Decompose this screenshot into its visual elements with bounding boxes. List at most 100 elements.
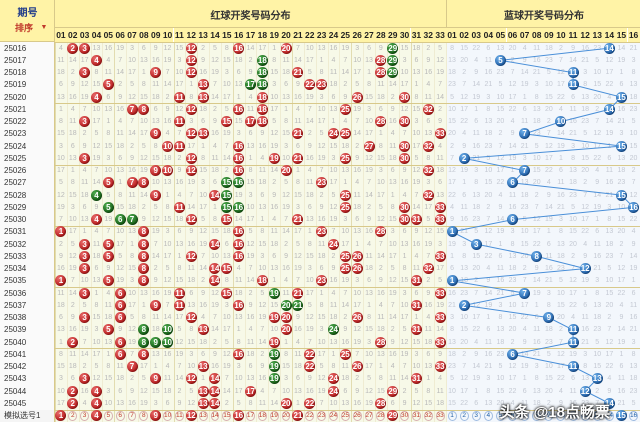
pick-slot[interactable]: 26 — [352, 410, 362, 421]
miss-count: 16 — [163, 118, 172, 126]
miss-count: 2 — [248, 56, 253, 64]
miss-count: 19 — [460, 167, 469, 175]
miss-count: 22 — [629, 216, 638, 224]
red-ball[interactable]: 16 — [233, 410, 245, 422]
pick-slot[interactable]: 13 — [198, 410, 208, 421]
miss-count: 2 — [331, 252, 336, 260]
pick-slot[interactable]: 20 — [281, 410, 291, 421]
miss-count: 8 — [426, 154, 431, 162]
pick-slot[interactable]: 14 — [210, 410, 220, 421]
miss-count: 16 — [581, 326, 590, 334]
sort-dropdown-icon[interactable]: ▼ — [40, 23, 48, 31]
miss-count: 2 — [558, 44, 563, 52]
repeat-red-ball: 29 — [387, 67, 399, 79]
pick-slot[interactable]: 19 — [269, 410, 279, 421]
pick-slot[interactable]: 11 — [568, 410, 578, 421]
pick-slot[interactable]: 5 — [103, 410, 113, 421]
red-ball[interactable]: 21 — [292, 410, 304, 422]
pick-slot[interactable]: 2 — [459, 410, 469, 421]
pick-slot[interactable]: 13 — [592, 410, 602, 421]
miss-count: 14 — [211, 93, 219, 101]
pick-slot[interactable]: 9 — [544, 410, 554, 421]
pick-slot[interactable]: 11 — [175, 410, 184, 421]
pick-slot[interactable]: 18 — [257, 410, 267, 421]
sort-label[interactable]: 排序 — [14, 22, 33, 33]
pick-slot[interactable]: 7 — [127, 410, 137, 421]
pick-slot[interactable]: 16 — [629, 410, 639, 421]
red-ball[interactable]: 9 — [150, 410, 162, 422]
blue-ball: 2 — [458, 299, 470, 311]
miss-count: 3 — [201, 179, 206, 187]
red-ball[interactable]: 29 — [387, 410, 399, 422]
pick-slot[interactable]: 10 — [163, 410, 172, 421]
pick-slot[interactable]: 12 — [580, 410, 590, 421]
pick-slot[interactable]: 28 — [376, 410, 386, 421]
red-ball[interactable]: 12 — [185, 410, 197, 422]
red-ball: 21 — [292, 152, 304, 164]
miss-count: 17 — [557, 81, 565, 89]
pick-slot[interactable]: 17 — [246, 410, 255, 421]
pick-slot[interactable]: 15 — [222, 410, 232, 421]
grid-line — [327, 42, 329, 422]
miss-count: 14 — [484, 289, 493, 297]
miss-count: 13 — [57, 93, 65, 101]
miss-count: 18 — [128, 203, 136, 211]
pick-slot[interactable]: 24 — [329, 410, 338, 421]
miss-count: 4 — [558, 105, 563, 113]
pick-slot[interactable]: 33 — [435, 410, 445, 421]
pick-slot[interactable]: 27 — [364, 410, 374, 421]
miss-count: 13 — [605, 228, 614, 236]
pick-slot[interactable]: 3 — [471, 410, 481, 421]
miss-count: 15 — [104, 375, 113, 383]
pick-slot[interactable]: 22 — [305, 410, 315, 421]
miss-count: 13 — [629, 81, 638, 89]
miss-count: 18 — [234, 289, 243, 297]
pick-slot[interactable]: 6 — [508, 410, 518, 421]
pick-slot[interactable]: 25 — [340, 410, 350, 421]
pick-slot[interactable]: 23 — [317, 410, 327, 421]
miss-count: 2 — [510, 338, 515, 346]
miss-count: 14 — [436, 93, 444, 101]
pick-slot[interactable]: 4 — [483, 410, 493, 421]
pick-slot[interactable]: 7 — [520, 410, 530, 421]
blue-zone-title: 蓝球开奖号码分布 — [504, 10, 584, 22]
simulate-row-label[interactable]: 模拟选号1 — [0, 409, 55, 422]
miss-count: 2 — [426, 277, 431, 285]
miss-count: 14 — [246, 44, 255, 52]
pick-slot[interactable]: 8 — [532, 410, 542, 421]
pick-slot[interactable]: 5 — [495, 410, 505, 421]
miss-count: 10 — [365, 118, 373, 126]
pick-slot[interactable]: 2 — [68, 410, 78, 421]
miss-count: 17 — [258, 44, 267, 52]
miss-count: 2 — [619, 240, 624, 248]
header-issue-cell[interactable]: 期号 排序 ▼ — [0, 0, 55, 42]
red-ball[interactable]: 1 — [55, 410, 67, 422]
pick-slot[interactable]: 10 — [556, 410, 566, 421]
miss-count: 10 — [544, 363, 553, 371]
miss-count: 18 — [436, 167, 444, 175]
miss-count: 17 — [557, 363, 565, 371]
pick-slot[interactable]: 6 — [115, 410, 125, 421]
blue-ball[interactable]: 15 — [615, 410, 627, 422]
miss-count: 1 — [236, 326, 241, 334]
miss-count: 1 — [319, 56, 324, 64]
pick-slot[interactable]: 8 — [139, 410, 149, 421]
pick-slot[interactable]: 32 — [423, 410, 433, 421]
miss-count: 2 — [522, 265, 527, 273]
miss-count: 17 — [305, 56, 314, 64]
miss-count: 13 — [258, 203, 267, 211]
miss-count: 9 — [534, 265, 539, 273]
miss-count: 2 — [583, 179, 588, 187]
pick-slot[interactable]: 1 — [447, 410, 457, 421]
red-ball[interactable]: 4 — [90, 410, 102, 422]
miss-count: 14 — [605, 118, 614, 126]
red-column-header: 33 — [434, 28, 447, 42]
pick-slot[interactable]: 30 — [400, 410, 409, 421]
pick-slot[interactable]: 14 — [604, 410, 614, 421]
miss-count: 14 — [617, 326, 626, 334]
pick-slot[interactable]: 31 — [412, 410, 421, 421]
red-ball: 16 — [233, 140, 245, 152]
miss-count: 17 — [92, 350, 101, 358]
pick-slot[interactable]: 3 — [80, 410, 90, 421]
miss-count: 1 — [213, 203, 217, 211]
